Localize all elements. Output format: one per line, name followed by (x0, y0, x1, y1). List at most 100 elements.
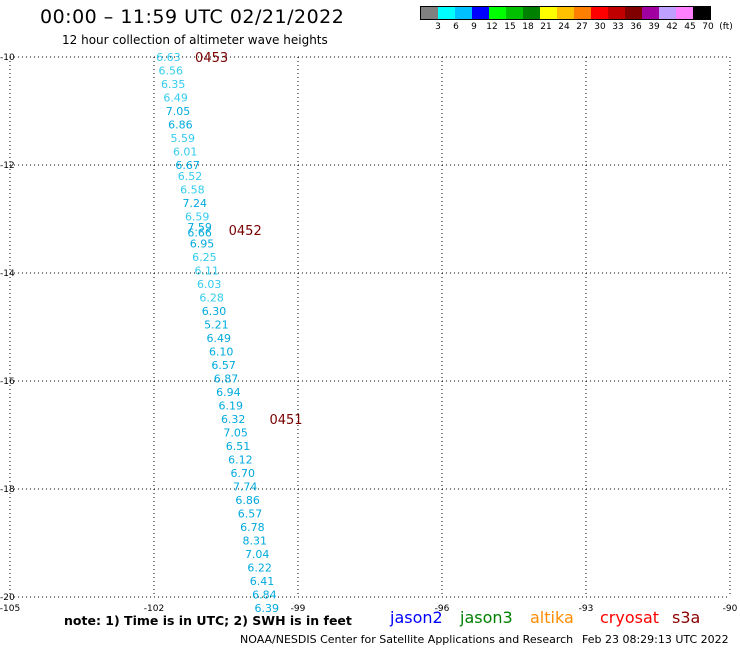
legend-swatch (455, 7, 472, 19)
pass-time-label: 0452 (229, 224, 262, 239)
swh-value-label: 7.04 (245, 548, 270, 561)
legend-tick-label: 70 (702, 22, 714, 32)
legend-swatch (421, 7, 438, 19)
legend-swatch (591, 7, 608, 19)
legend-tick-label: 30 (594, 22, 606, 32)
wave-height-legend: 3 6 9 12 15 18 21 24 27 30 33 36 39 42 45 70 (ft) (420, 6, 733, 32)
legend-swatch (438, 7, 455, 19)
map-subtitle: 12 hour collection of altimeter wave hei… (62, 33, 328, 47)
lat-tick-label: -20 (0, 593, 15, 603)
legend-tick-label: 9 (471, 22, 477, 32)
legend-swatch (557, 7, 574, 19)
legend-tick-label: 39 (648, 22, 660, 32)
swh-value-label: 6.41 (250, 575, 275, 588)
map-title: 00:00 – 11:59 UTC 02/21/2022 (40, 6, 345, 28)
lon-tick-label: -105 (0, 604, 20, 614)
map-grid (9, 56, 731, 598)
lat-tick-label: -14 (0, 269, 15, 279)
swh-value-label: 7.59 (187, 221, 212, 234)
legend-tick-label: 24 (558, 22, 570, 32)
swh-value-label: 6.49 (163, 92, 188, 105)
legend-swatch (523, 7, 540, 19)
swh-value-label: 6.35 (161, 78, 186, 91)
legend-tick-label: 15 (504, 22, 516, 32)
swh-value-label: 7.24 (183, 197, 208, 210)
credit-line: NOAA/NESDIS Center for Satellite Applica… (240, 633, 574, 646)
map-axes: -105 -102 -99 -96 -93 -90 -10 -12 -14 -16 -18 -20 (0, 53, 738, 614)
swh-value-label: 6.66 (187, 227, 212, 240)
swh-value-label: 6.57 (211, 359, 236, 372)
swh-value-label: 6.28 (199, 291, 224, 304)
pass-time-label: 0453 (195, 51, 228, 66)
swh-value-label: 6.10 (209, 345, 234, 358)
swh-value-label: 6.57 (238, 507, 263, 520)
legend-tick-label: 3 (435, 22, 441, 32)
legend-tick-label: 45 (684, 22, 696, 32)
legend-swatch (489, 7, 506, 19)
swh-value-label: 8.31 (243, 534, 268, 547)
swh-value-label: 7.74 (233, 480, 258, 493)
swh-value-label: 6.49 (207, 332, 232, 345)
swh-value-label: 6.03 (197, 278, 222, 291)
legend-tick-label: (ft) (719, 22, 733, 32)
legend-tick-label: 27 (576, 22, 588, 32)
satellite-name-jason2: jason2 (390, 608, 443, 627)
lat-tick-label: -12 (0, 161, 15, 171)
swh-value-label: 6.94 (216, 386, 241, 399)
swh-value-label: 6.25 (192, 251, 217, 264)
legend-tick-label: 18 (522, 22, 534, 32)
legend-swatch (574, 7, 591, 19)
lat-tick-label: -10 (0, 53, 15, 63)
legend-tick-label: 21 (540, 22, 552, 32)
swh-value-label: 6.32 (221, 413, 246, 426)
pass-time-label: 0451 (269, 413, 302, 428)
lon-tick-label: -99 (291, 604, 306, 614)
time-labels: 0453 0452 0451 (195, 51, 302, 428)
footnote: note: 1) Time is in UTC; 2) SWH is in fe… (64, 613, 352, 628)
swh-value-label: 6.86 (168, 119, 193, 132)
swh-points: 6.636.566.356.497.056.865.596.016.676.52… (156, 51, 279, 615)
swh-value-label: 6.86 (235, 494, 260, 507)
legend-swatch (506, 7, 523, 19)
legend-swatch (625, 7, 642, 19)
generated-timestamp: Feb 23 08:29:13 UTC 2022 (582, 633, 729, 646)
satellite-name-s3a: s3a (672, 608, 701, 627)
lon-tick-label: -96 (435, 604, 450, 614)
legend-tick-label: 6 (453, 22, 459, 32)
swh-value-label: 6.63 (156, 51, 181, 64)
legend-swatch (472, 7, 489, 19)
lat-tick-label: -16 (0, 377, 15, 387)
lon-tick-label: -90 (723, 604, 738, 614)
swh-value-label: 6.56 (159, 65, 184, 78)
lon-tick-label: -93 (579, 604, 594, 614)
swh-value-label: 6.52 (178, 170, 203, 183)
swh-value-label: 5.21 (204, 318, 229, 331)
legend-tick-label: 33 (612, 22, 624, 32)
legend-swatch (608, 7, 625, 19)
swh-value-label: 6.78 (240, 521, 265, 534)
swh-value-label: 6.22 (247, 561, 272, 574)
swh-value-label: 6.58 (180, 183, 205, 196)
swh-value-label: 6.01 (173, 146, 198, 159)
swh-value-label: 6.70 (231, 467, 256, 480)
legend-tick-label: 12 (486, 22, 498, 32)
lat-tick-label: -18 (0, 485, 15, 495)
legend-swatch (540, 7, 557, 19)
swh-value-label: 6.39 (255, 602, 280, 615)
legend-swatch (693, 7, 710, 19)
swh-value-label: 7.05 (223, 426, 248, 439)
swh-value-label: 6.11 (195, 264, 220, 277)
legend-color-bar (420, 6, 711, 20)
legend-swatch (676, 7, 693, 19)
swh-value-label: 6.59 (185, 210, 210, 223)
legend-tick-label: 42 (666, 22, 678, 32)
legend-swatch (642, 7, 659, 19)
satellite-name-cryosat: cryosat (600, 608, 660, 627)
lon-tick-label: -102 (144, 604, 164, 614)
satellite-name-jason3: jason3 (460, 608, 513, 627)
swh-value-label: 6.84 (252, 588, 277, 601)
satellite-name-altika: altika (530, 608, 574, 627)
swh-value-label: 6.67 (175, 159, 200, 172)
swh-value-label: 6.95 (190, 237, 215, 250)
